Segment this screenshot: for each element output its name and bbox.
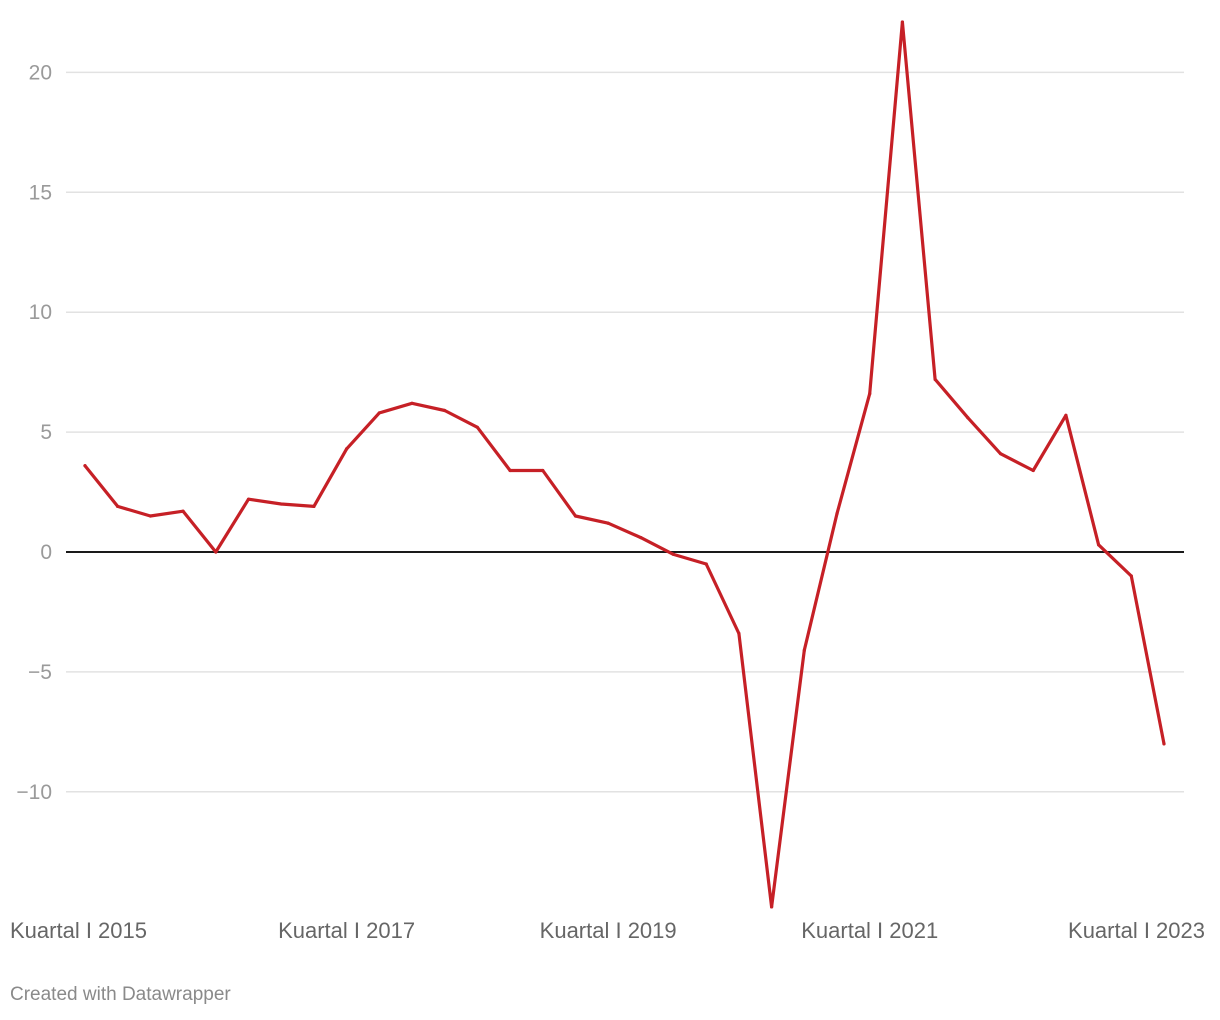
data-point	[671, 552, 676, 556]
data-point	[606, 521, 610, 525]
data-point	[116, 504, 120, 509]
x-tick-label: Kuartal I 2015	[10, 918, 147, 943]
y-tick-label: −5	[28, 661, 52, 684]
data-point	[410, 401, 414, 405]
data-point	[1162, 742, 1166, 746]
data-point	[508, 468, 512, 473]
data-point	[214, 550, 218, 554]
x-tick-label: Kuartal I 2023	[1068, 918, 1205, 943]
data-point	[246, 497, 251, 501]
data-point	[770, 905, 774, 909]
data-point	[279, 502, 283, 506]
data-point	[475, 425, 479, 429]
credit-text: Created with Datawrapper	[10, 984, 231, 1005]
data-point	[573, 514, 578, 518]
data-point	[1064, 413, 1068, 417]
data-point	[933, 377, 937, 381]
data-point	[966, 416, 970, 420]
data-point	[802, 648, 806, 652]
x-tick-label: Kuartal I 2017	[278, 918, 415, 943]
data-point	[704, 562, 708, 566]
data-point	[737, 631, 741, 636]
x-tick-label: Kuartal I 2021	[801, 918, 938, 943]
data-point	[312, 504, 316, 509]
data-point	[639, 536, 643, 540]
data-point	[181, 509, 185, 513]
data-point	[1129, 574, 1133, 578]
data-point	[1031, 468, 1035, 473]
data-point	[83, 464, 87, 468]
data-point	[998, 452, 1003, 456]
data-point	[868, 392, 872, 396]
data-point	[443, 408, 447, 413]
data-point	[148, 514, 152, 518]
data-point	[344, 447, 349, 451]
y-tick-label: 20	[29, 61, 52, 84]
series-layer	[83, 20, 1166, 909]
y-tick-label: 10	[29, 301, 52, 324]
gridlines	[66, 71, 1184, 793]
data-point	[900, 20, 905, 24]
y-tick-label: 0	[40, 541, 52, 564]
data-point	[1097, 543, 1101, 547]
x-tick-label: Kuartal I 2019	[540, 918, 677, 943]
y-tick-label: 5	[40, 421, 52, 444]
series-line	[83, 20, 1166, 909]
x-axis-ticks: Kuartal I 2015 Kuartal I 2017 Kuartal I 20…	[10, 918, 1205, 943]
y-tick-label: −10	[16, 781, 52, 804]
data-point	[835, 512, 839, 516]
data-point	[377, 411, 381, 415]
y-tick-label: 15	[29, 181, 52, 204]
data-point	[541, 468, 545, 473]
y-axis-ticks: 20 15 10 5 0 −5 −10	[16, 61, 52, 803]
